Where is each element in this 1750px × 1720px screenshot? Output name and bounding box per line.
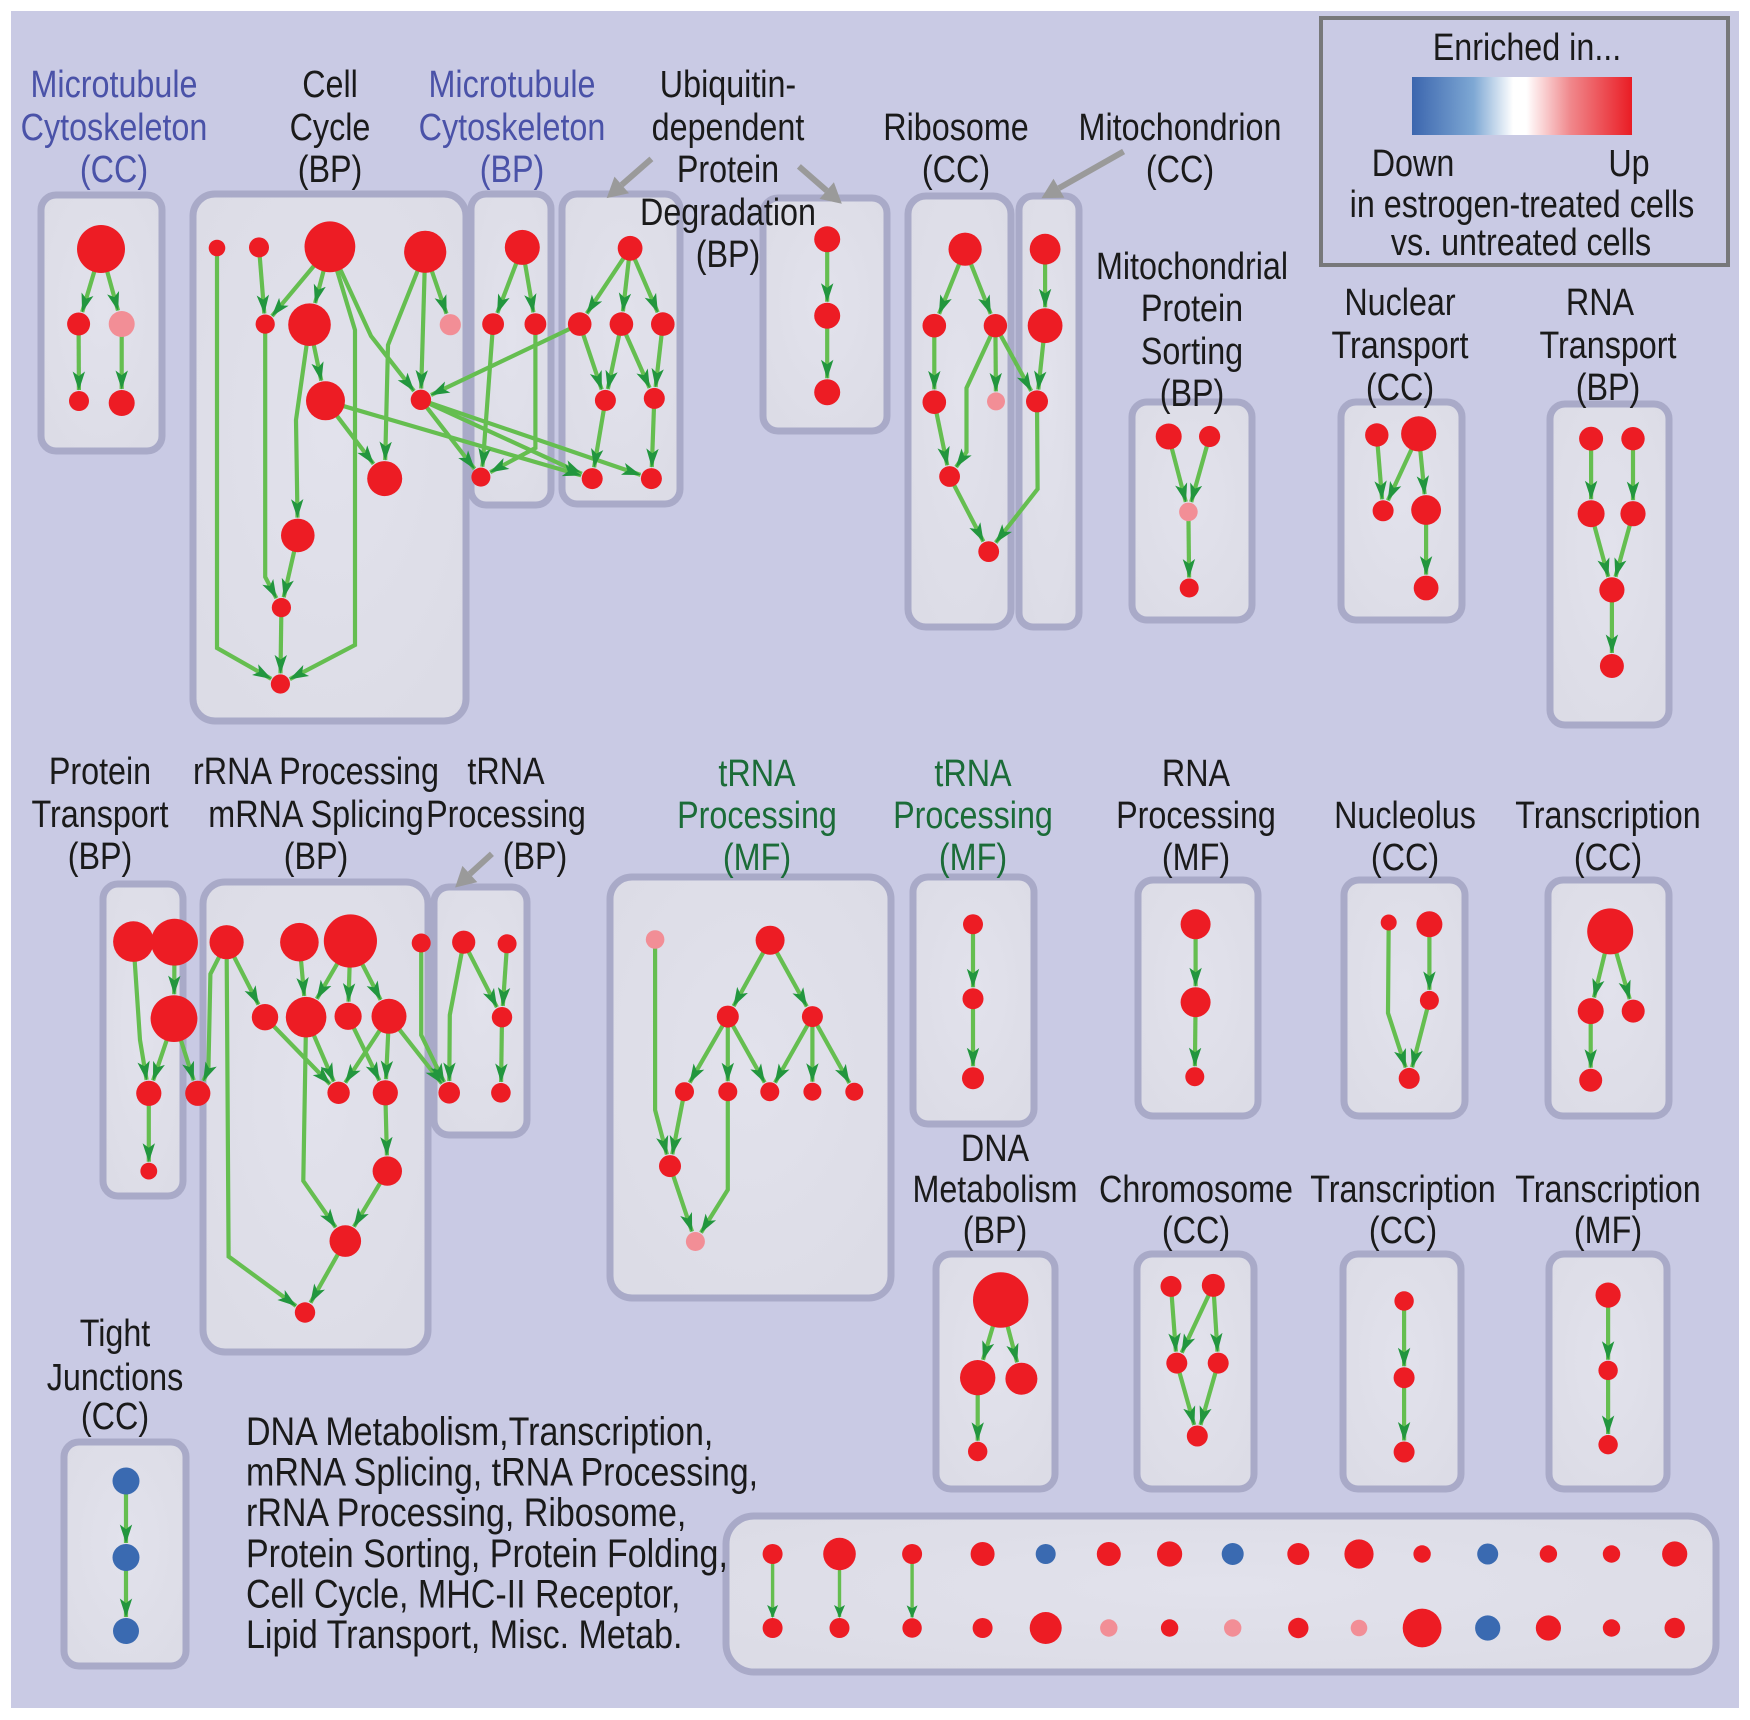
svg-text:(MF): (MF)	[939, 837, 1007, 879]
svg-text:in estrogen-treated cells: in estrogen-treated cells	[1350, 184, 1695, 226]
svg-text:(CC): (CC)	[1369, 1210, 1437, 1252]
svg-text:(CC): (CC)	[81, 1396, 149, 1438]
svg-text:Cycle: Cycle	[290, 107, 371, 149]
svg-text:tRNA: tRNA	[467, 751, 545, 793]
svg-text:Microtubule: Microtubule	[31, 64, 198, 106]
svg-text:Transport: Transport	[1332, 325, 1469, 367]
svg-text:Cytoskeleton: Cytoskeleton	[21, 107, 208, 149]
svg-text:(CC): (CC)	[80, 149, 148, 191]
svg-text:(CC): (CC)	[1162, 1210, 1230, 1252]
svg-text:Cell: Cell	[302, 64, 358, 106]
svg-text:dependent: dependent	[652, 107, 805, 149]
svg-text:Transcription: Transcription	[1515, 1169, 1701, 1211]
svg-text:Transcription: Transcription	[1515, 795, 1701, 837]
svg-text:Mitochondrial: Mitochondrial	[1096, 246, 1288, 288]
svg-text:(MF): (MF)	[723, 837, 791, 879]
svg-text:Processing: Processing	[1116, 795, 1276, 837]
svg-text:mRNA Splicing, tRNA Processing: mRNA Splicing, tRNA Processing,	[246, 1451, 758, 1495]
svg-text:tRNA: tRNA	[934, 753, 1012, 795]
svg-text:Processing: Processing	[893, 795, 1053, 837]
svg-text:Tight: Tight	[80, 1313, 151, 1355]
svg-text:(BP): (BP)	[503, 836, 568, 878]
svg-text:Transport: Transport	[1540, 325, 1677, 367]
svg-text:(CC): (CC)	[922, 149, 990, 191]
svg-text:mRNA Splicing: mRNA Splicing	[208, 794, 423, 836]
svg-text:Ubiquitin-: Ubiquitin-	[660, 64, 796, 106]
svg-text:Protein: Protein	[1141, 288, 1243, 330]
svg-text:(BP): (BP)	[68, 836, 133, 878]
svg-text:Enriched in...: Enriched in...	[1433, 27, 1622, 69]
svg-text:vs. untreated cells: vs. untreated cells	[1391, 222, 1651, 264]
svg-text:Sorting: Sorting	[1141, 331, 1243, 373]
svg-text:(BP): (BP)	[1576, 367, 1641, 409]
svg-text:RNA: RNA	[1566, 282, 1635, 324]
svg-text:(BP): (BP)	[284, 836, 349, 878]
svg-text:tRNA: tRNA	[718, 753, 796, 795]
svg-text:Junctions: Junctions	[47, 1357, 184, 1399]
svg-text:Ribosome: Ribosome	[883, 107, 1028, 149]
svg-text:Transcription: Transcription	[1310, 1169, 1496, 1211]
svg-text:Processing: Processing	[426, 794, 586, 836]
svg-text:(CC): (CC)	[1574, 837, 1642, 879]
svg-text:Chromosome: Chromosome	[1099, 1169, 1293, 1211]
svg-text:Nucleolus: Nucleolus	[1334, 795, 1476, 837]
svg-text:rRNA Processing: rRNA Processing	[193, 751, 439, 793]
svg-text:(BP): (BP)	[298, 149, 363, 191]
svg-text:(BP): (BP)	[1160, 373, 1225, 415]
svg-text:Nuclear: Nuclear	[1344, 282, 1456, 324]
svg-text:(BP): (BP)	[696, 234, 761, 276]
svg-text:Degradation: Degradation	[640, 192, 816, 234]
svg-text:Up: Up	[1608, 143, 1649, 185]
svg-text:Cell Cycle, MHC-II Receptor,: Cell Cycle, MHC-II Receptor,	[246, 1572, 681, 1616]
svg-text:Down: Down	[1372, 143, 1455, 185]
svg-text:Cytoskeleton: Cytoskeleton	[419, 107, 606, 149]
svg-text:Protein: Protein	[677, 149, 779, 191]
svg-text:(CC): (CC)	[1146, 149, 1214, 191]
svg-text:Lipid Transport, Misc. Metab.: Lipid Transport, Misc. Metab.	[246, 1613, 683, 1657]
svg-text:(CC): (CC)	[1371, 837, 1439, 879]
svg-text:Mitochondrion: Mitochondrion	[1079, 107, 1282, 149]
svg-text:RNA: RNA	[1162, 753, 1231, 795]
svg-text:(MF): (MF)	[1574, 1210, 1642, 1252]
svg-text:Processing: Processing	[677, 795, 837, 837]
svg-text:Transport: Transport	[32, 794, 169, 836]
svg-text:(BP): (BP)	[480, 149, 545, 191]
svg-text:(CC): (CC)	[1366, 367, 1434, 409]
svg-text:Protein: Protein	[49, 751, 151, 793]
svg-text:Protein Sorting, Protein Foldi: Protein Sorting, Protein Folding,	[246, 1532, 728, 1576]
svg-text:DNA: DNA	[961, 1128, 1030, 1170]
svg-text:Microtubule: Microtubule	[429, 64, 596, 106]
svg-text:(MF): (MF)	[1162, 837, 1230, 879]
svg-text:DNA Metabolism,Transcription,: DNA Metabolism,Transcription,	[246, 1410, 713, 1454]
svg-text:(BP): (BP)	[963, 1210, 1028, 1252]
svg-text:rRNA Processing, Ribosome,: rRNA Processing, Ribosome,	[246, 1491, 686, 1535]
svg-text:Metabolism: Metabolism	[912, 1169, 1077, 1211]
